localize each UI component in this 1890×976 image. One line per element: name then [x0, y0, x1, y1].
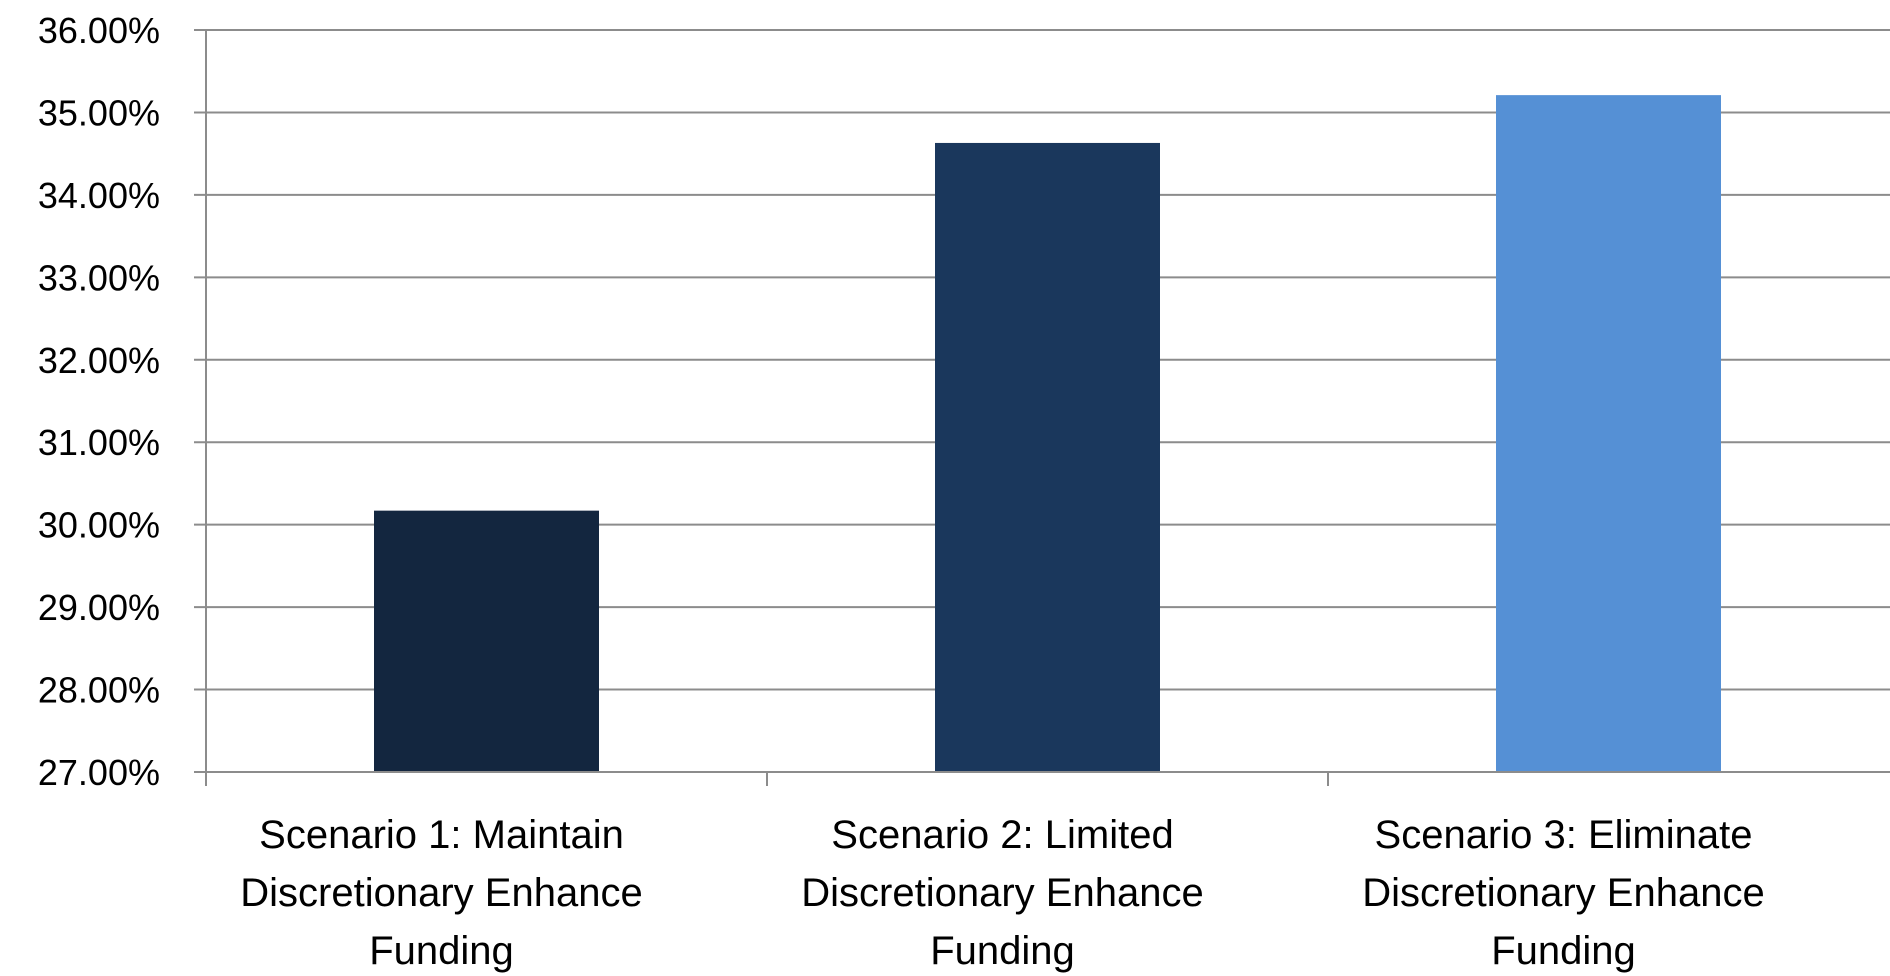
x-category-label-line: Scenario 2: Limited: [831, 813, 1173, 857]
y-tick-label: 28.00%: [38, 670, 160, 711]
axes: [205, 30, 1890, 786]
y-tick-labels: 27.00% 28.00% 29.00% 30.00% 31.00% 32.00% 33.0…: [38, 10, 160, 793]
y-tick-label: 34.00%: [38, 175, 160, 216]
x-category-label-line: Scenario 1: Maintain: [259, 813, 624, 857]
y-tick-label: 33.00%: [38, 257, 160, 298]
y-tick-label: 31.00%: [38, 422, 160, 463]
x-category-labels: Scenario 1: Maintain Discretionary Enhanc…: [240, 813, 1764, 973]
x-category-label-line: Funding: [369, 929, 514, 973]
x-category-label-line: Scenario 3: Eliminate: [1375, 813, 1753, 857]
bar: [374, 510, 599, 772]
y-tick-label: 32.00%: [38, 340, 160, 381]
x-category-label-line: Discretionary Enhance: [1362, 871, 1764, 915]
y-tick-label: 30.00%: [38, 505, 160, 546]
x-category-label-line: Funding: [930, 929, 1075, 973]
x-category-label: Scenario 3: Eliminate Discretionary Enhan…: [1362, 813, 1764, 973]
y-tick-label: 29.00%: [38, 587, 160, 628]
bar: [935, 142, 1160, 773]
y-tick-label: 27.00%: [38, 752, 160, 793]
bar: [1496, 95, 1721, 773]
x-category-label: Scenario 1: Maintain Discretionary Enhanc…: [240, 813, 642, 973]
x-category-label-line: Discretionary Enhance: [240, 871, 642, 915]
y-tick-label: 35.00%: [38, 92, 160, 133]
x-category-label-line: Discretionary Enhance: [801, 871, 1203, 915]
bars: [374, 95, 1721, 773]
y-tick-label: 36.00%: [38, 10, 160, 51]
x-category-label-line: Funding: [1491, 929, 1636, 973]
x-category-label: Scenario 2: Limited Discretionary Enhance…: [801, 813, 1203, 973]
